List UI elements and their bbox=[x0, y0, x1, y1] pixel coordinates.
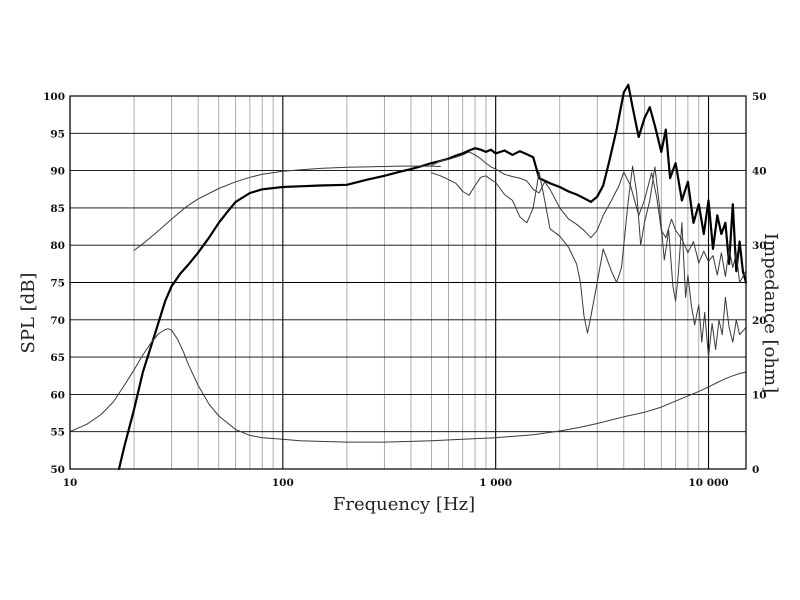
y-tick-label: 90 bbox=[50, 166, 65, 178]
x-tick-label: 10 000 bbox=[688, 477, 728, 489]
y2-tick-label: 50 bbox=[752, 91, 767, 103]
y-tick-label: 85 bbox=[50, 203, 65, 215]
spl-curve-3 bbox=[431, 165, 747, 358]
y-tick-label: 75 bbox=[50, 278, 65, 290]
y-tick-label: 95 bbox=[50, 128, 65, 140]
y-axis-title: SPL [dB] bbox=[18, 273, 39, 354]
x-tick-label: 1 000 bbox=[479, 477, 512, 489]
y-tick-label: 65 bbox=[50, 352, 65, 364]
spl-curve-2 bbox=[431, 151, 747, 283]
spl-curve-1 bbox=[117, 83, 748, 471]
x-tick-label: 100 bbox=[272, 477, 294, 489]
series-layer bbox=[69, 83, 748, 471]
y-tick-label: 60 bbox=[50, 389, 65, 401]
y-tick-label: 100 bbox=[43, 91, 65, 103]
y2-axis-title: Impedance [ohm] bbox=[760, 233, 781, 393]
y2-tick-label: 30 bbox=[752, 240, 767, 252]
x-axis-title: Frequency [Hz] bbox=[333, 494, 475, 515]
y2-tick-label: 20 bbox=[752, 315, 767, 327]
y2-tick-label: 0 bbox=[752, 464, 759, 476]
y-tick-label: 50 bbox=[50, 464, 65, 476]
impedance-curve-5 bbox=[69, 328, 747, 443]
plot-frame bbox=[69, 95, 747, 470]
x-tick-label: 10 bbox=[63, 477, 78, 489]
y-tick-label: 55 bbox=[50, 427, 65, 439]
y2-tick-label: 40 bbox=[752, 166, 767, 178]
y2-tick-label: 10 bbox=[752, 389, 767, 401]
y-tick-label: 70 bbox=[50, 315, 65, 327]
spl-curve-4 bbox=[133, 165, 441, 251]
y-tick-label: 80 bbox=[50, 240, 65, 252]
